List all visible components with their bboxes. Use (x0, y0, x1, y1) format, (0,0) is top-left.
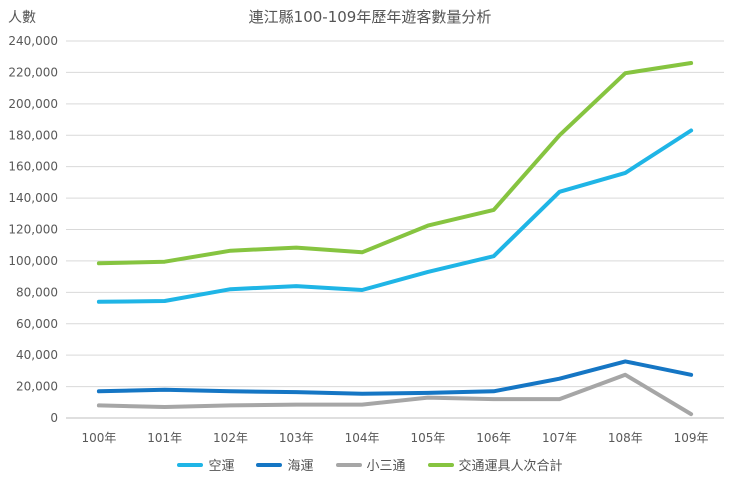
x-tick-label: 107年 (542, 431, 577, 445)
y-tick-label: 60,000 (16, 317, 58, 331)
legend-label: 海運 (287, 459, 314, 474)
chart-title: 連江縣100-109年歷年遊客數量分析 (248, 8, 492, 26)
series-line-4 (96, 61, 694, 266)
y-tick-label: 200,000 (8, 97, 58, 111)
x-tick-label: 103年 (279, 431, 314, 445)
legend-swatch (427, 462, 454, 467)
y-tick-label: 240,000 (8, 34, 58, 48)
legend-label: 交通運具人次合計 (458, 459, 563, 474)
legend: 空運 海運 小三通 交通運具人次合計 (0, 455, 740, 474)
x-tick-label: 109年 (674, 431, 709, 445)
y-tick-label: 180,000 (8, 128, 58, 142)
x-tick-label: 100年 (81, 431, 116, 445)
legend-item: 小三通 (335, 455, 406, 474)
legend-label: 小三通 (366, 459, 406, 474)
legend-item: 空運 (177, 455, 234, 474)
y-tick-label: 40,000 (16, 348, 58, 362)
x-tick-label: 105年 (410, 431, 445, 445)
legend-item: 海運 (256, 455, 314, 474)
y-tick-label: 120,000 (8, 223, 58, 237)
x-tick-label: 102年 (213, 431, 248, 445)
y-tick-label: 80,000 (16, 285, 58, 299)
legend-swatch (256, 462, 283, 467)
x-tick-label: 106年 (476, 431, 511, 445)
y-tick-label: 20,000 (16, 380, 58, 394)
y-tick-label: 140,000 (8, 191, 58, 205)
series-line-2 (96, 359, 694, 396)
y-tick-label: 0 (50, 411, 58, 425)
legend-swatch (177, 462, 204, 467)
x-tick-label: 104年 (345, 431, 380, 445)
y-tick-label: 220,000 (8, 65, 58, 79)
y-axis-label: 人數 (8, 10, 36, 26)
legend-swatch (335, 462, 362, 467)
series-line-3 (96, 372, 694, 417)
legend-item: 交通運具人次合計 (427, 455, 563, 474)
x-tick-label: 101年 (147, 431, 182, 445)
legend-label: 空運 (208, 459, 235, 474)
y-tick-label: 100,000 (8, 254, 58, 268)
series-line-1 (96, 128, 694, 304)
y-tick-label: 160,000 (8, 160, 58, 174)
x-tick-label: 108年 (608, 431, 643, 445)
